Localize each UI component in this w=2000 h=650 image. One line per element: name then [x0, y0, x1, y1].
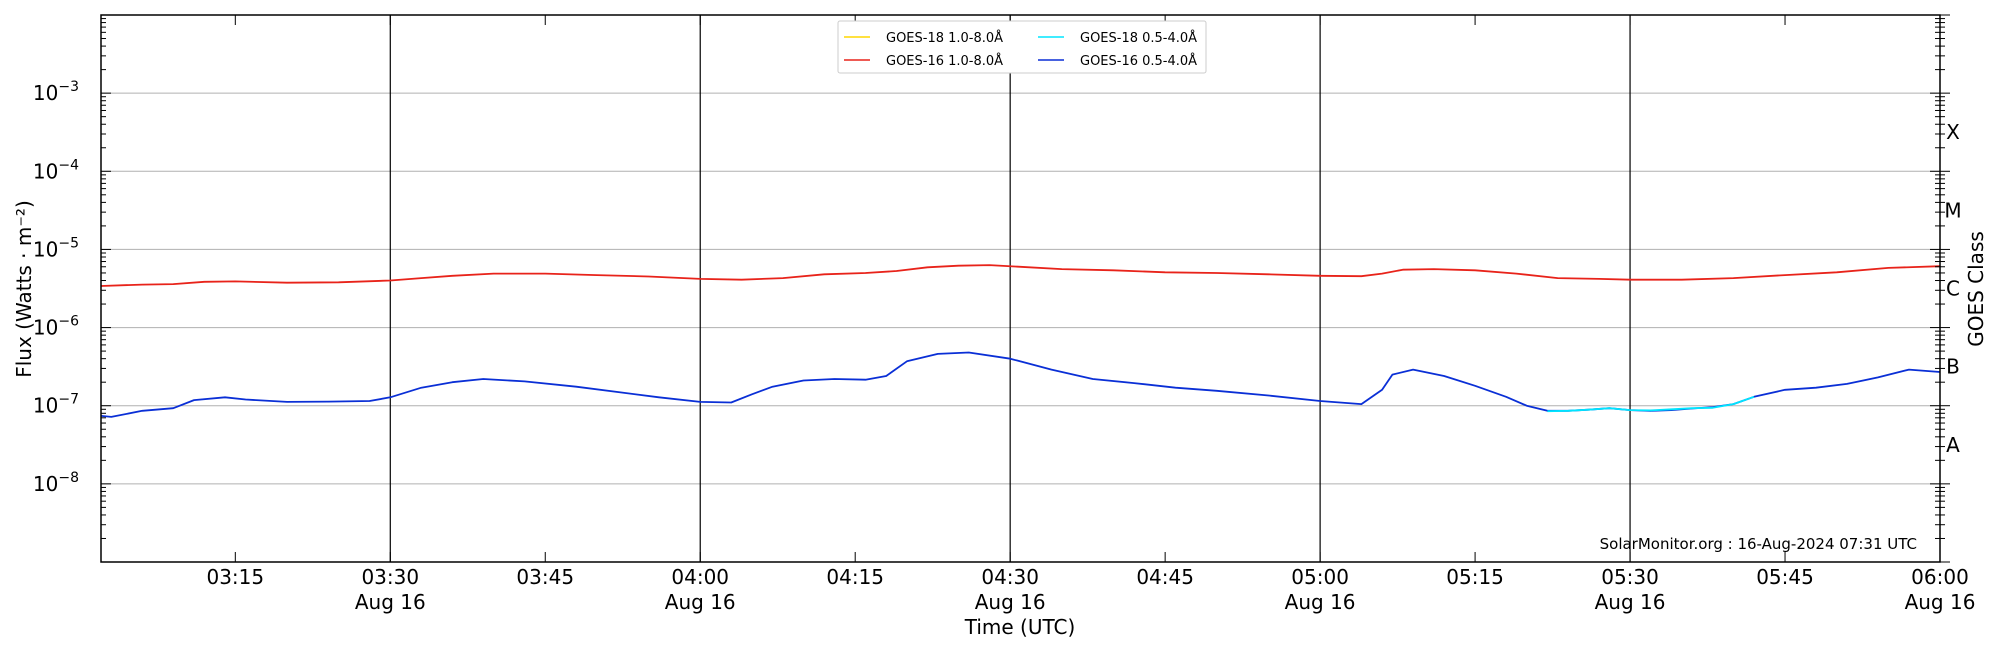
- axis-ticks: [101, 14, 1950, 563]
- y-axis-label: Flux (Watts · m⁻²): [12, 200, 36, 378]
- x-tick-label: 03:45: [516, 565, 574, 589]
- x-tick-label: 04:00: [671, 565, 729, 589]
- series-layer: [100, 264, 1941, 418]
- plot-frame: [100, 14, 1941, 563]
- y-tick-label: 10−3: [33, 79, 79, 105]
- x-tick-date-label: Aug 16: [1285, 590, 1356, 614]
- x-tick-label: 05:15: [1446, 565, 1504, 589]
- x-tick-label: 05:30: [1601, 565, 1659, 589]
- x-tick-date-label: Aug 16: [1905, 590, 1976, 614]
- y-tick-label: 10−4: [33, 157, 79, 183]
- x-tick-label: 04:45: [1136, 565, 1194, 589]
- x-tick-label: 05:45: [1756, 565, 1814, 589]
- vertical-date-lines: [389, 15, 1631, 562]
- credit-text: SolarMonitor.org : 16-Aug-2024 07:31 UTC: [1600, 535, 1917, 553]
- legend-label: GOES-16 1.0-8.0Å: [886, 53, 1003, 69]
- goes-class-axis-label: GOES Class: [1964, 231, 1988, 347]
- x-tick-label: 04:15: [826, 565, 884, 589]
- series-line: [100, 264, 1941, 287]
- legend-label: GOES-18 1.0-8.0Å: [886, 30, 1003, 46]
- legend-label: GOES-18 0.5-4.0Å: [1080, 30, 1197, 46]
- legend-label: GOES-16 0.5-4.0Å: [1080, 53, 1197, 69]
- x-tick-label: 03:30: [361, 565, 419, 589]
- x-tick-label: 06:00: [1911, 565, 1969, 589]
- goes-class-label: M: [1944, 198, 1961, 222]
- goes-class-label: C: [1946, 277, 1960, 301]
- goes-class-label: B: [1946, 355, 1960, 379]
- legend: GOES-18 1.0-8.0Å GOES-16 1.0-8.0Å GOES-18 …: [837, 20, 1207, 74]
- y-tick-label: 10−8: [33, 470, 79, 496]
- x-tick-date-label: Aug 16: [1595, 590, 1666, 614]
- x-tick-date-label: Aug 16: [355, 590, 426, 614]
- legend-box: [837, 20, 1207, 74]
- x-tick-date-label: Aug 16: [665, 590, 736, 614]
- x-axis-label: Time (UTC): [964, 615, 1076, 639]
- x-tick-date-label: Aug 16: [975, 590, 1046, 614]
- y-tick-label: 10−6: [33, 314, 79, 340]
- horizontal-grid: [101, 92, 1940, 485]
- series-line: [100, 351, 1941, 418]
- y-tick-label: 10−5: [33, 235, 79, 261]
- goes-class-label: A: [1946, 433, 1960, 457]
- x-tick-label: 04:30: [981, 565, 1039, 589]
- series-line: [1547, 395, 1755, 413]
- x-tick-label: 05:00: [1291, 565, 1349, 589]
- goes-class-label: X: [1946, 120, 1960, 144]
- x-tick-label: 03:15: [206, 565, 264, 589]
- y-tick-label: 10−7: [33, 392, 79, 418]
